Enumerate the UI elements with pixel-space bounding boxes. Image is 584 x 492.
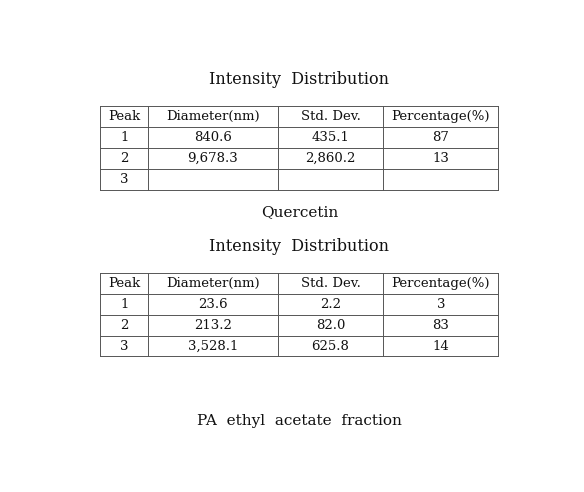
Text: Peak: Peak (108, 110, 140, 123)
Text: 1: 1 (120, 131, 128, 144)
Text: 2,860.2: 2,860.2 (305, 152, 356, 165)
Text: 435.1: 435.1 (311, 131, 349, 144)
Text: 13: 13 (432, 152, 449, 165)
Text: 3: 3 (437, 298, 445, 311)
Text: 2.2: 2.2 (320, 298, 341, 311)
Text: Peak: Peak (108, 277, 140, 290)
Text: Intensity  Distribution: Intensity Distribution (209, 71, 390, 89)
Text: 1: 1 (120, 298, 128, 311)
Text: 2: 2 (120, 152, 128, 165)
Text: Intensity  Distribution: Intensity Distribution (209, 238, 390, 255)
Text: PA  ethyl  acetate  fraction: PA ethyl acetate fraction (197, 414, 402, 428)
Text: Percentage(%): Percentage(%) (392, 277, 490, 290)
Text: 2: 2 (120, 319, 128, 332)
Text: 3: 3 (120, 173, 128, 186)
Text: 3: 3 (120, 339, 128, 352)
Text: 87: 87 (432, 131, 449, 144)
Text: Diameter(nm): Diameter(nm) (166, 110, 260, 123)
Text: Quercetin: Quercetin (260, 206, 338, 219)
Text: 3,528.1: 3,528.1 (187, 339, 238, 352)
Text: Std. Dev.: Std. Dev. (301, 110, 360, 123)
Text: 14: 14 (433, 339, 449, 352)
Text: 625.8: 625.8 (311, 339, 349, 352)
Text: 23.6: 23.6 (198, 298, 228, 311)
Text: Percentage(%): Percentage(%) (392, 110, 490, 123)
Text: Std. Dev.: Std. Dev. (301, 277, 360, 290)
Text: 213.2: 213.2 (194, 319, 232, 332)
Text: Diameter(nm): Diameter(nm) (166, 277, 260, 290)
Text: 82.0: 82.0 (316, 319, 345, 332)
Text: 9,678.3: 9,678.3 (187, 152, 238, 165)
Text: 83: 83 (432, 319, 449, 332)
Text: 840.6: 840.6 (194, 131, 232, 144)
